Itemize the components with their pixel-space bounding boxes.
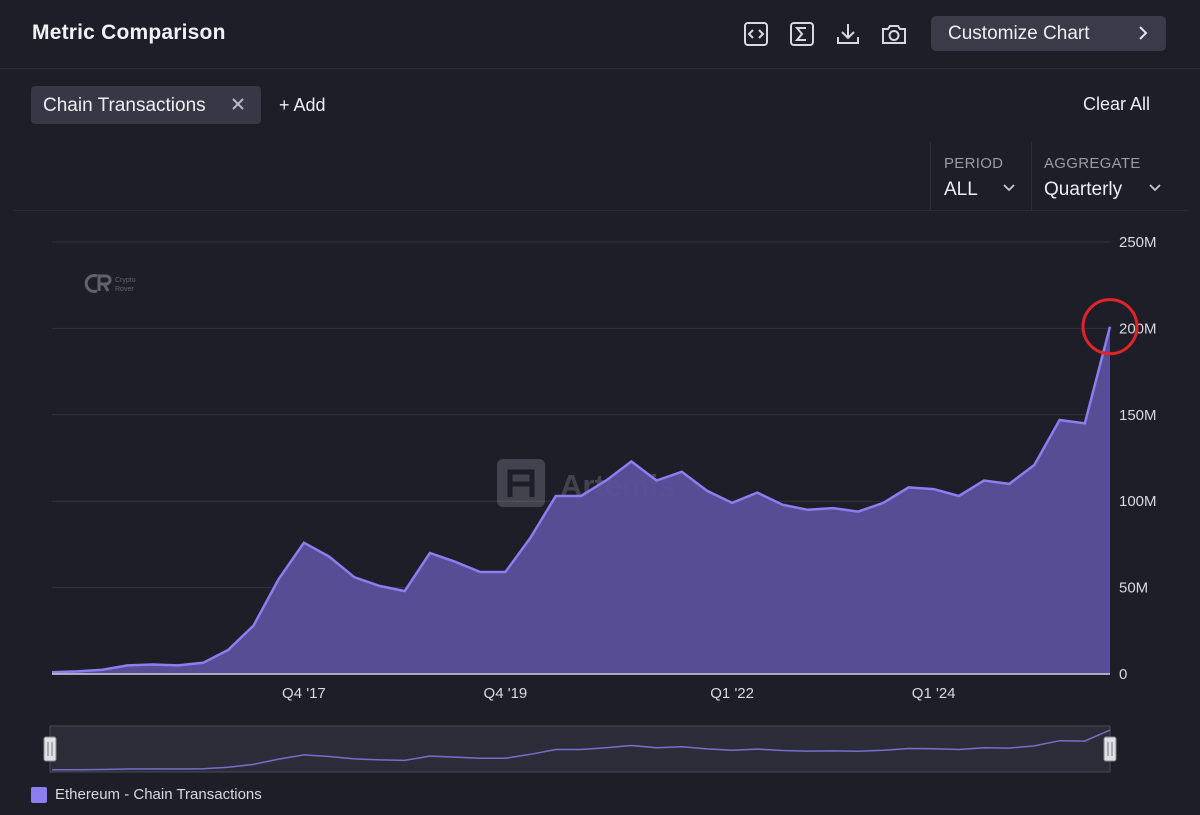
crypto-rover-logo: Crypto Rover [84,274,136,293]
x-tick-label: Q1 '22 [710,685,754,702]
x-tick-label: Q1 '24 [912,685,956,702]
range-navigator[interactable] [43,725,1117,773]
customize-chart-label: Customize Chart [948,23,1090,44]
header: Metric Comparison Customize Chart [0,0,1200,69]
range-handle-left[interactable] [43,736,57,762]
y-tick-label: 100M [1119,493,1157,510]
chevron-down-icon [1003,184,1015,192]
sigma-icon[interactable] [786,18,818,50]
legend-label: Ethereum - Chain Transactions [55,786,262,803]
series-line [51,326,1112,674]
period-select[interactable]: PERIOD ALL [930,142,1032,210]
page-title: Metric Comparison [32,21,226,44]
y-tick-label: 250M [1119,234,1157,251]
y-tick-label: 150M [1119,407,1157,424]
legend-swatch [31,786,47,803]
period-value: ALL [944,179,978,200]
highlight-circle [1081,298,1139,356]
metric-chip-label: Chain Transactions [43,95,206,116]
close-icon[interactable] [231,97,245,111]
crypto-rover-line1: Crypto [115,277,136,284]
y-tick-label: 50M [1119,580,1148,597]
toolbar [740,18,910,50]
series-area [52,326,1110,674]
navigator-line [51,729,1111,771]
add-metric-button[interactable]: + Add [279,95,326,115]
crypto-rover-line2: Rover [115,286,134,293]
aggregate-value: Quarterly [1044,179,1123,200]
clear-all-button[interactable]: Clear All [1083,94,1151,114]
metric-chip[interactable]: Chain Transactions [31,86,261,124]
x-tick-label: Q4 '19 [484,685,528,702]
customize-chart-button[interactable]: Customize Chart [931,16,1166,51]
x-tick-label: Q4 '17 [282,685,326,702]
download-icon[interactable] [832,18,864,50]
aggregate-label: AGGREGATE [1044,155,1141,172]
legend[interactable]: Ethereum - Chain Transactions [31,786,262,803]
chevron-down-icon [1149,184,1161,192]
code-icon[interactable] [740,18,772,50]
divider [13,210,1188,211]
aggregate-select[interactable]: AGGREGATE Quarterly [1031,142,1171,210]
y-tick-label: 0 [1119,666,1127,683]
period-label: PERIOD [944,155,1004,172]
chevron-right-icon [1139,26,1148,40]
range-handle-right[interactable] [1103,736,1117,762]
camera-icon[interactable] [878,18,910,50]
